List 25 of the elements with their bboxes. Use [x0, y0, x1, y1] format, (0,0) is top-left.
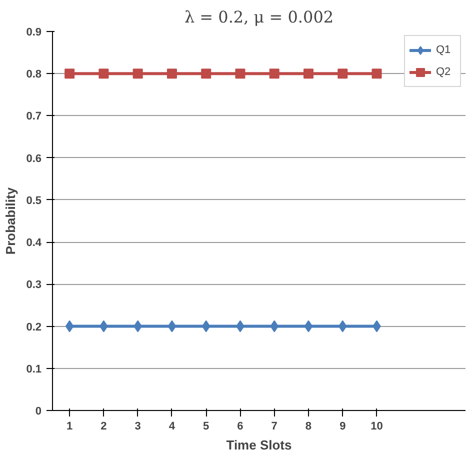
y-tick-label: 0.4 [26, 237, 42, 250]
y-tick-label: 0 [35, 406, 42, 418]
legend-label: Q1 [436, 44, 452, 56]
y-tick-label: 0.6 [26, 152, 42, 165]
x-tick-label: 7 [271, 420, 278, 432]
y-tick-label: 0.2 [26, 321, 42, 334]
x-tick-label: 6 [237, 420, 244, 432]
x-tick-label: 1 [66, 420, 73, 432]
y-tick-label: 0.8 [26, 68, 42, 81]
y-tick-label: 0.3 [26, 279, 42, 292]
legend-label: Q2 [436, 66, 452, 78]
x-tick-label: 9 [340, 420, 346, 432]
x-tick-label: 4 [168, 420, 176, 432]
y-axis-title: Probability [3, 186, 18, 255]
chart-title: λ = 0.2, μ = 0.002 [184, 8, 334, 26]
x-tick-label: 10 [370, 420, 383, 432]
x-tick-label: 2 [100, 420, 107, 432]
y-tick-label: 0.1 [26, 363, 42, 376]
x-tick-label: 3 [134, 420, 141, 432]
x-tick-label: 5 [203, 420, 210, 432]
y-tick-label: 0.5 [26, 194, 42, 207]
y-tick-label: 0.7 [26, 110, 42, 123]
x-tick-label: 8 [305, 420, 312, 432]
y-tick-label: 0.9 [26, 26, 42, 38]
x-axis-title: Time Slots [226, 438, 292, 452]
